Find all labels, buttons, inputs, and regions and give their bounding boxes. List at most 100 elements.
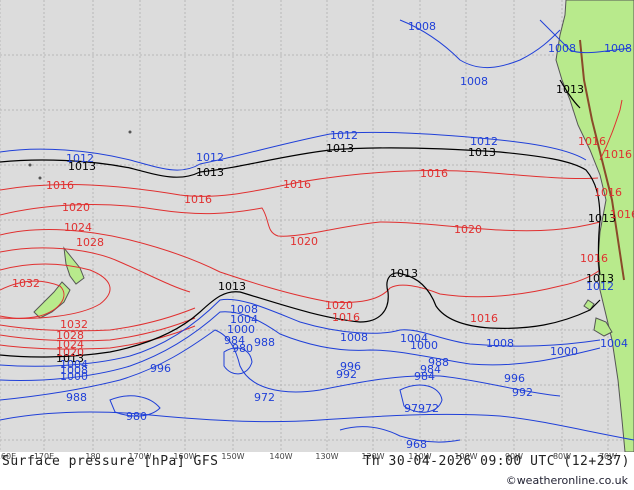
- isobar-label: 1020: [62, 201, 90, 214]
- lon-label: 170W: [128, 452, 152, 461]
- isobar-label: 992: [336, 368, 357, 381]
- isobar-label: 1012: [66, 152, 94, 165]
- isobar-label: 1008: [460, 75, 488, 88]
- credit-link[interactable]: ©weatheronline.co.uk: [505, 474, 628, 487]
- isobar-label: 1012: [196, 151, 224, 164]
- isobar-label: 1000: [550, 345, 578, 358]
- isobar-label: 1013: [196, 166, 224, 179]
- lon-label: 160W: [173, 452, 197, 461]
- isobar-label: 1004: [600, 337, 628, 350]
- isobar-label: 1032: [60, 318, 88, 331]
- valid-time: Th 30-04-2026 09:00 UTC (12+237): [363, 454, 630, 469]
- lon-label: 130W: [315, 452, 339, 461]
- isobar-label: 1004: [230, 313, 258, 326]
- isobar-label: 984: [420, 363, 441, 376]
- lon-label: 90W: [504, 452, 524, 461]
- isobar-label: 1008: [340, 331, 368, 344]
- pressure-map: 1013 1013 1013 1013 1013 1013 1013 1013 …: [0, 0, 634, 452]
- isobar-label: 1013: [390, 267, 418, 280]
- lon-label: 170E: [33, 452, 55, 461]
- isobar-label: 1016: [46, 179, 74, 192]
- isobar-label: 1008: [60, 364, 88, 377]
- lon-label: 110W: [408, 452, 432, 461]
- ocean-background: [0, 0, 634, 452]
- isobar-label: 1013: [588, 212, 616, 225]
- isobar-label: 980: [232, 342, 253, 355]
- isobar-label: 1012: [330, 129, 358, 142]
- isobar-label: 988: [428, 356, 449, 369]
- isobar-label: 1016: [283, 178, 311, 191]
- lon-label: 140W: [269, 452, 293, 461]
- isobar-label: 1016: [610, 208, 634, 221]
- isobar-label: 1020: [325, 299, 353, 312]
- isobar-label: 1008: [230, 303, 258, 316]
- isobar-label: 1016: [420, 167, 448, 180]
- isobar-label: 1013: [586, 272, 614, 285]
- isobar-label: 1013: [56, 352, 84, 365]
- isobar-label: 992: [512, 386, 533, 399]
- footer-bar: [0, 452, 634, 490]
- isobar-label: 1020: [290, 235, 318, 248]
- lon-label: 80W: [552, 452, 572, 461]
- map-title: Surface pressure [hPa] GFS: [2, 454, 219, 469]
- island-dot: [28, 163, 32, 167]
- isobar-label: 1000: [227, 323, 255, 336]
- isobar-label: 1032: [12, 277, 40, 290]
- lon-label: 120W: [361, 452, 385, 461]
- isobar-label: 1012: [470, 135, 498, 148]
- isobar-label: 1024: [64, 221, 92, 234]
- isobar-label: 996: [340, 360, 361, 373]
- isobar-label: 1016: [604, 148, 632, 161]
- isobar-label: 988: [66, 391, 87, 404]
- isobar-label: 1008: [486, 337, 514, 350]
- isobar-label: 1028: [56, 329, 84, 342]
- isobar-label: 1013: [468, 146, 496, 159]
- isobar-label: 1013: [326, 142, 354, 155]
- lon-label: 180: [85, 452, 101, 461]
- isobar-label: 968: [406, 438, 427, 451]
- isobar-label: 996: [150, 362, 171, 375]
- isobar-label: 1000: [410, 339, 438, 352]
- black-isobar-labels: 1013 1013 1013 1013 1013 1013 1013 1013 …: [56, 83, 616, 365]
- lon-label: 100W: [454, 452, 478, 461]
- isobar-label: 1004: [400, 332, 428, 345]
- isobar-label: 97972: [404, 402, 439, 415]
- high-isobar-labels: 1016 1020 1024 1028 1032 1032 1028 1024 …: [12, 135, 634, 359]
- lon-label: 150W: [221, 452, 245, 461]
- isobar-label: 1016: [470, 312, 498, 325]
- andes-ridge: [579, 39, 625, 281]
- longitude-labels: 160E 170E 180 170W 160W 150W 140W 130W 1…: [0, 452, 634, 464]
- island-dot: [38, 176, 42, 180]
- south-america-land: [555, 0, 634, 452]
- isobar-label: 1024: [56, 338, 84, 351]
- lon-label: 160E: [0, 452, 17, 461]
- isobar-label: 1004: [60, 358, 88, 371]
- isobars-high: [0, 99, 623, 350]
- isobar-label: 1028: [76, 236, 104, 249]
- isobar-label: 1020: [56, 346, 84, 359]
- isobar-label: 984: [224, 334, 245, 347]
- isobar-label: 984: [414, 370, 435, 383]
- isobar-label: 980: [126, 410, 147, 423]
- isobar-label: 1012: [586, 280, 614, 293]
- isobar-label: 1016: [594, 186, 622, 199]
- isobar-label: 1016: [332, 311, 360, 324]
- isobar-label: 1000: [60, 370, 88, 383]
- isobar-label: 1013: [68, 160, 96, 173]
- isobar-label: 1008: [604, 42, 632, 55]
- isobar-label: 1013: [556, 83, 584, 96]
- isobar-label: 996: [504, 372, 525, 385]
- isobar-label: 1008: [548, 42, 576, 55]
- tierra-del-fuego: [593, 317, 613, 337]
- isobar-label: 1020: [454, 223, 482, 236]
- isobars-1013: [0, 79, 601, 358]
- isobar-label: 1008: [408, 20, 436, 33]
- isobars-low: [0, 19, 634, 443]
- isobar-label: 1016: [580, 252, 608, 265]
- lon-label: 70W: [598, 452, 618, 461]
- isobar-label: 1013: [218, 280, 246, 293]
- island-dot: [128, 130, 132, 134]
- low-isobar-labels: 1008 1008 1008 1008 1012 1012 1012 1012 …: [60, 20, 632, 451]
- isobar-label: 988: [254, 336, 275, 349]
- isobar-label: 1016: [184, 193, 212, 206]
